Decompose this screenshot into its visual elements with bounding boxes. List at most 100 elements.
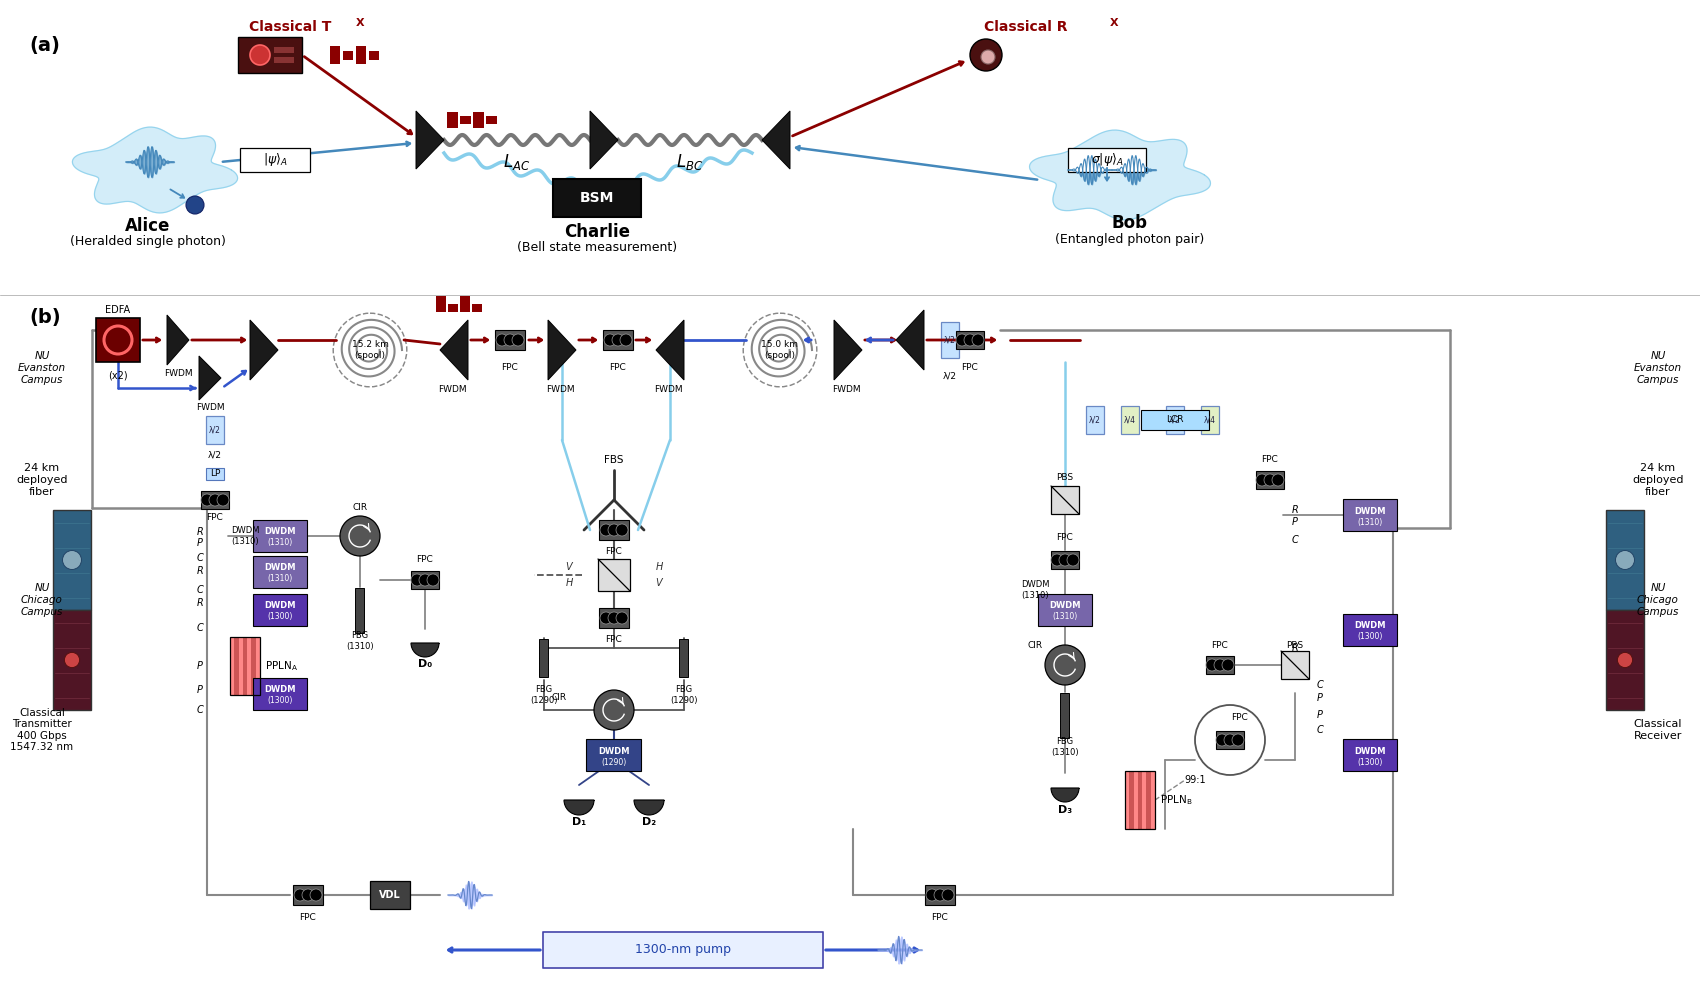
- FancyBboxPatch shape: [925, 885, 955, 905]
- FancyBboxPatch shape: [1205, 656, 1234, 674]
- Bar: [230, 637, 235, 695]
- Text: $\sigma|\psi\rangle_A$: $\sigma|\psi\rangle_A$: [1091, 151, 1124, 168]
- Text: P: P: [1292, 517, 1297, 527]
- Text: 99:1: 99:1: [1185, 775, 1205, 785]
- Bar: [252, 637, 255, 695]
- Text: (1310): (1310): [267, 539, 292, 548]
- Bar: [243, 637, 246, 695]
- Text: FWDM: FWDM: [654, 386, 682, 395]
- Text: DWDM
(1310): DWDM (1310): [1020, 580, 1049, 600]
- Polygon shape: [896, 310, 925, 370]
- Circle shape: [427, 574, 439, 586]
- Bar: [53, 510, 92, 610]
- Text: P: P: [197, 685, 202, 695]
- FancyBboxPatch shape: [1039, 594, 1091, 626]
- Bar: [255, 637, 260, 695]
- Bar: [343, 51, 354, 60]
- Circle shape: [1224, 734, 1236, 746]
- Text: DWDM: DWDM: [264, 564, 296, 573]
- Bar: [53, 610, 92, 710]
- Text: FWDM: FWDM: [546, 386, 575, 395]
- Circle shape: [1205, 659, 1217, 671]
- Text: R: R: [1292, 643, 1299, 653]
- Bar: [1200, 406, 1219, 434]
- Text: V: V: [656, 578, 663, 588]
- Circle shape: [1216, 734, 1227, 746]
- Bar: [1086, 406, 1103, 434]
- Bar: [355, 587, 364, 632]
- Text: C: C: [197, 585, 204, 595]
- Text: C: C: [197, 705, 204, 715]
- Text: FPC: FPC: [610, 364, 626, 373]
- Bar: [1125, 771, 1129, 829]
- Bar: [1137, 771, 1142, 829]
- FancyBboxPatch shape: [1343, 739, 1397, 771]
- Circle shape: [604, 334, 615, 346]
- Polygon shape: [250, 320, 279, 380]
- Circle shape: [600, 524, 612, 536]
- Text: EDFA: EDFA: [105, 305, 131, 315]
- FancyBboxPatch shape: [598, 608, 629, 628]
- Text: PBS: PBS: [1056, 473, 1074, 482]
- Wedge shape: [634, 800, 665, 815]
- Circle shape: [942, 889, 954, 901]
- Wedge shape: [1051, 788, 1080, 802]
- FancyBboxPatch shape: [604, 330, 632, 350]
- Text: FPC: FPC: [299, 912, 316, 921]
- Text: X: X: [355, 18, 364, 28]
- Text: 15.2 km
(spool): 15.2 km (spool): [352, 340, 388, 359]
- FancyBboxPatch shape: [238, 37, 303, 73]
- Bar: [942, 322, 959, 358]
- FancyBboxPatch shape: [253, 520, 308, 552]
- Text: Classical
Receiver: Classical Receiver: [1634, 719, 1683, 741]
- Text: C: C: [1316, 725, 1323, 735]
- Bar: [1125, 771, 1154, 829]
- Text: FPC: FPC: [416, 556, 434, 565]
- Bar: [447, 112, 457, 128]
- Text: FPC: FPC: [605, 548, 622, 557]
- FancyBboxPatch shape: [95, 318, 139, 362]
- Text: FBG: FBG: [675, 686, 692, 695]
- Polygon shape: [440, 320, 468, 380]
- Text: (Heralded single photon): (Heralded single photon): [70, 236, 226, 249]
- Text: (1310): (1310): [1357, 518, 1382, 527]
- Text: P: P: [1318, 693, 1323, 703]
- Text: V: V: [566, 562, 573, 572]
- Polygon shape: [590, 111, 619, 169]
- FancyBboxPatch shape: [586, 739, 641, 771]
- Text: FPC: FPC: [502, 364, 518, 373]
- FancyBboxPatch shape: [253, 678, 308, 710]
- Text: CIR: CIR: [551, 694, 566, 703]
- Bar: [1151, 771, 1154, 829]
- Circle shape: [218, 494, 230, 506]
- Circle shape: [1232, 734, 1244, 746]
- Bar: [1142, 771, 1146, 829]
- Bar: [355, 46, 366, 64]
- Bar: [206, 468, 224, 480]
- Text: 24 km
deployed
fiber: 24 km deployed fiber: [1632, 463, 1683, 496]
- Text: P: P: [197, 538, 202, 548]
- Text: FWDM: FWDM: [196, 404, 224, 413]
- Circle shape: [981, 50, 994, 64]
- Bar: [230, 637, 260, 695]
- Bar: [274, 47, 294, 53]
- Text: H: H: [654, 562, 663, 572]
- Polygon shape: [73, 127, 238, 212]
- Text: DWDM: DWDM: [264, 601, 296, 610]
- Text: H: H: [566, 578, 573, 588]
- Bar: [473, 112, 484, 128]
- Text: VDL: VDL: [379, 890, 401, 900]
- Text: D₀: D₀: [418, 659, 432, 669]
- Text: $|\psi\rangle_A$: $|\psi\rangle_A$: [262, 151, 287, 168]
- Circle shape: [250, 45, 270, 65]
- Bar: [1051, 486, 1080, 514]
- Text: (1290): (1290): [670, 697, 697, 706]
- Text: R: R: [197, 598, 204, 608]
- Text: (x2): (x2): [109, 371, 127, 381]
- FancyBboxPatch shape: [253, 594, 308, 626]
- Circle shape: [600, 612, 612, 624]
- Text: λ/4: λ/4: [1124, 416, 1136, 425]
- Bar: [274, 57, 294, 63]
- Circle shape: [620, 334, 632, 346]
- Circle shape: [1051, 554, 1062, 566]
